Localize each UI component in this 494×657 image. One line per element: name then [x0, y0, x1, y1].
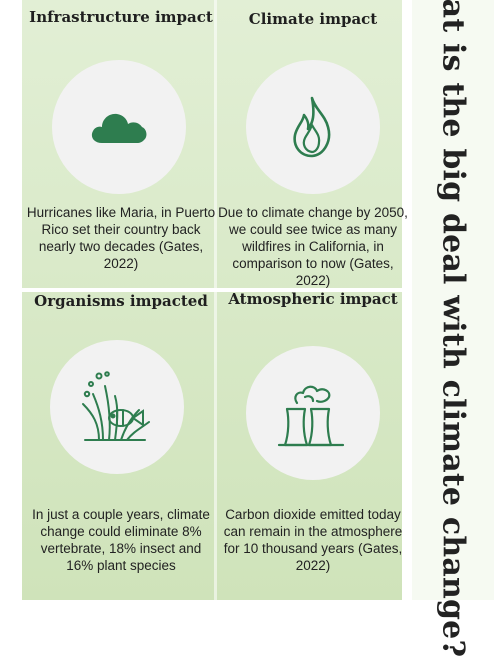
icon-circle: [246, 60, 380, 194]
icon-circle: [50, 340, 184, 474]
section-heading: Climate impact: [248, 10, 378, 28]
coral-fish-icon: [82, 371, 150, 441]
horizontal-divider: [22, 288, 402, 292]
icon-circle: [52, 60, 186, 194]
cooling-tower-icon: [277, 385, 345, 447]
vertical-divider: [214, 0, 217, 600]
section-text: Hurricanes like Maria, in Puerto Rico se…: [26, 205, 216, 271]
section-text: Due to climate change by 2050, we could …: [218, 205, 408, 288]
section-text: Carbon dioxide emitted today can remain …: [223, 507, 403, 573]
icon-circle: [246, 346, 380, 480]
page-title: What is the big deal with climate change…: [435, 0, 471, 657]
section-heading: Infrastructure impact: [29, 8, 213, 26]
flame-icon: [293, 96, 331, 158]
section-heading: Atmospheric impact: [228, 290, 398, 308]
cloud-icon: [91, 113, 147, 143]
vertical-title-banner: What is the big deal with climate change…: [412, 0, 494, 657]
section-text: In just a couple years, climate change c…: [32, 507, 210, 573]
section-heading: Organisms impacted: [34, 292, 208, 310]
